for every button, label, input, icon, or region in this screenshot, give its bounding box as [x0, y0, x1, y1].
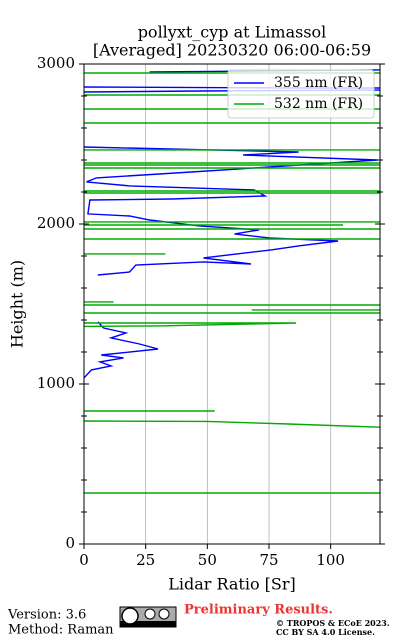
plot-frame — [83, 63, 381, 545]
legend-label: 532 nm (FR) — [274, 96, 363, 112]
x-tick-label: 100 — [316, 551, 345, 569]
x-tick-label: 0 — [79, 551, 89, 569]
chart-title: pollyxt_cyp at Limassol — [138, 23, 327, 42]
y-axis-label: Height (m) — [8, 260, 27, 348]
x-tick-label: 50 — [198, 551, 217, 569]
y-tick-label: 1000 — [37, 374, 75, 392]
license: CC BY SA 4.0 License. — [276, 627, 375, 637]
preliminary-text: Preliminary Results. — [184, 603, 333, 618]
chart-subtitle: [Averaged] 20230320 06:00-06:59 — [93, 41, 371, 60]
legend-label: 355 nm (FR) — [274, 75, 363, 91]
grid — [83, 64, 332, 544]
legend: 355 nm (FR) 532 nm (FR) — [227, 69, 375, 119]
method: Method: Raman — [8, 623, 114, 638]
y-tick-label: 0 — [65, 534, 75, 552]
x-axis-label: Lidar Ratio [Sr] — [168, 575, 296, 594]
cc-logo — [119, 606, 177, 628]
copyright: © TROPOS & ECoE 2023. — [276, 618, 390, 628]
legend-box — [227, 69, 375, 119]
x-tick-label: 25 — [136, 551, 155, 569]
profile-line — [84, 72, 380, 494]
x-tick-label: 75 — [259, 551, 278, 569]
profile-line — [84, 69, 380, 379]
version: Version: 3.6 — [7, 608, 86, 623]
y-tick-label: 3000 — [37, 54, 75, 72]
plot-lines — [84, 69, 380, 494]
y-tick-label: 2000 — [37, 214, 75, 232]
